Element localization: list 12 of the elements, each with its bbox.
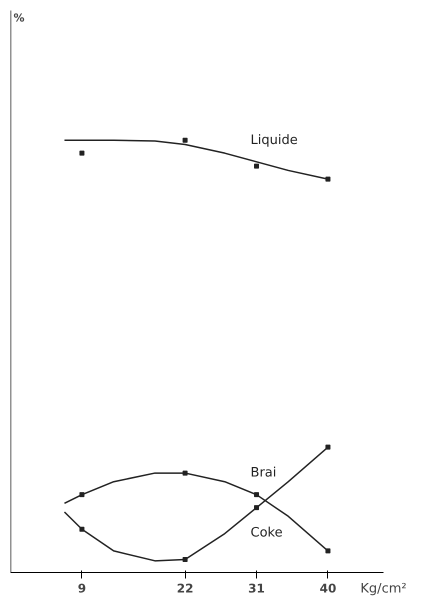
point [79,150,84,156]
x-tick-label: 22 [176,582,194,596]
point [182,138,188,143]
point [254,164,260,169]
x-tick-label: 40 [320,582,336,596]
x-axis-title: Kg/cm² [360,582,407,596]
series-label: Coke [250,526,283,541]
series-label: Brai [250,466,276,481]
x-tick-label: 31 [248,582,265,596]
x-tick-label: 9 [78,582,86,596]
series-label: Liquide [250,132,298,148]
text: % [14,12,25,24]
